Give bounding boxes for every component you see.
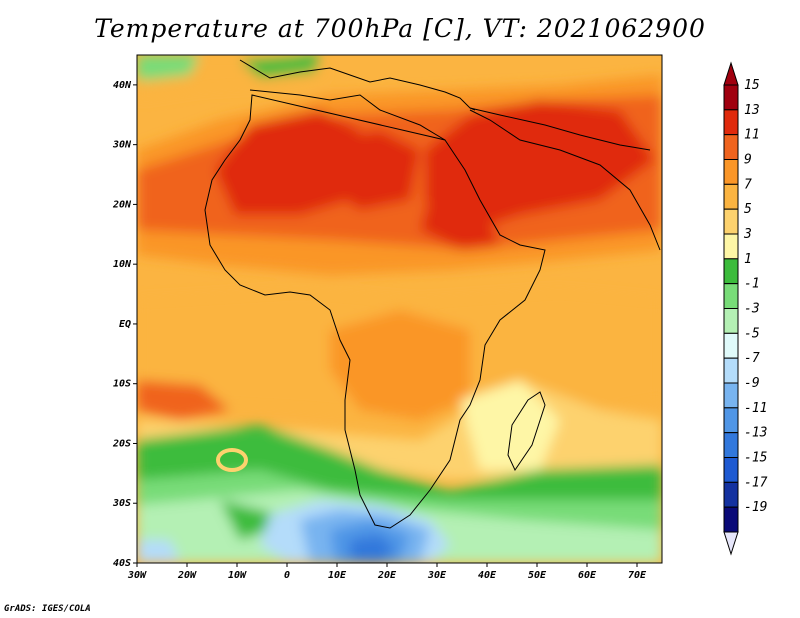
lat-label: 20N (112, 199, 132, 210)
colorbar-label: -9 (744, 376, 760, 391)
colorbar-label: 5 (744, 202, 752, 217)
colorbar-swatch (723, 208, 739, 235)
colorbar-swatch (723, 283, 739, 309)
colorbar-swatch (723, 457, 739, 483)
longitude-labels: 30W 20W 10W 0 10E 20E 30E 40E 50E 60E 70E (127, 563, 647, 581)
colorbar: 15 13 11 9 7 5 3 1 -1 -3 -5 -7 -9 -11 -13 -15 -17 -19 (723, 61, 768, 556)
colorbar-swatch (723, 506, 739, 533)
colorbar-label: -3 (744, 302, 760, 317)
lat-label: 40N (113, 80, 132, 91)
colorbar-swatch (723, 308, 739, 334)
lat-label: 30N (112, 140, 132, 151)
lat-label: 10S (113, 379, 131, 390)
colorbar-label: 15 (744, 78, 760, 93)
colorbar-label: -13 (744, 426, 767, 441)
colorbar-label: -7 (744, 351, 760, 366)
colorbar-swatch (723, 159, 739, 185)
colorbar-over-arrow (723, 61, 739, 86)
lon-label: 30W (127, 570, 147, 581)
lon-label: 0 (284, 570, 290, 581)
temperature-field (137, 55, 662, 563)
lat-label: 20S (112, 438, 131, 449)
lon-label: 60E (578, 570, 597, 581)
lon-label: 50E (528, 570, 547, 581)
colorbar-label: -19 (744, 500, 767, 515)
colorbar-swatch (723, 481, 739, 508)
lat-label: EQ (119, 319, 131, 330)
colorbar-swatch (723, 382, 739, 409)
colorbar-swatch (723, 84, 739, 111)
colorbar-label: 3 (743, 227, 752, 242)
colorbar-label: 9 (744, 153, 752, 168)
credit-text: GrADS: IGES/COLA (4, 604, 91, 614)
colorbar-label: -11 (744, 401, 767, 416)
colorbar-label: -17 (744, 475, 768, 490)
lon-label: 70E (628, 570, 647, 581)
lon-label: 20W (177, 570, 197, 581)
colorbar-label: -15 (744, 451, 768, 466)
colorbar-swatch (723, 357, 739, 384)
lat-label: 40S (113, 558, 131, 569)
colorbar-label: 13 (744, 103, 760, 118)
colorbar-swatch (723, 183, 739, 210)
colorbar-swatch (723, 258, 739, 285)
colorbar-label: 7 (744, 177, 752, 192)
chart-title: Temperature at 700hPa [C], VT: 202106290… (94, 14, 706, 43)
colorbar-label: -5 (744, 326, 760, 341)
colorbar-label: 1 (744, 252, 752, 267)
colorbar-swatch (723, 432, 739, 458)
coastlines (204, 59, 661, 529)
lon-label: 40E (478, 570, 497, 581)
colorbar-label: 11 (744, 128, 760, 143)
map-frame (136, 54, 663, 564)
lon-label: 10E (328, 570, 347, 581)
lat-label: 30S (112, 498, 131, 509)
colorbar-swatch (723, 407, 739, 434)
lon-label: 10W (228, 570, 247, 581)
lat-label: 10N (113, 259, 132, 270)
lon-label: 30E (427, 570, 447, 581)
latitude-labels: 40N 30N 20N 10N EQ 10S 20S 30S 40S (112, 80, 137, 569)
colorbar-swatch (723, 134, 739, 161)
colorbar-swatch (723, 233, 739, 260)
lon-label: 20E (377, 570, 397, 581)
colorbar-swatch (723, 109, 739, 136)
colorbar-under-arrow (723, 531, 739, 556)
colorbar-label: -1 (744, 277, 760, 292)
colorbar-swatch (723, 332, 739, 359)
